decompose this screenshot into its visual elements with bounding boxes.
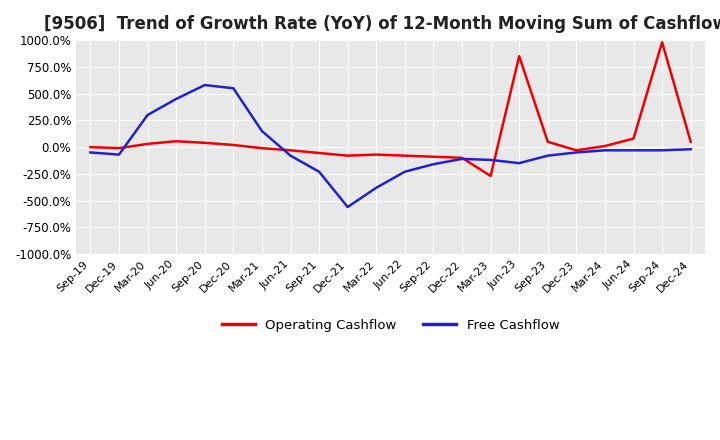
Legend: Operating Cashflow, Free Cashflow: Operating Cashflow, Free Cashflow [217,314,564,337]
Title: [9506]  Trend of Growth Rate (YoY) of 12-Month Moving Sum of Cashflows: [9506] Trend of Growth Rate (YoY) of 12-… [44,15,720,33]
